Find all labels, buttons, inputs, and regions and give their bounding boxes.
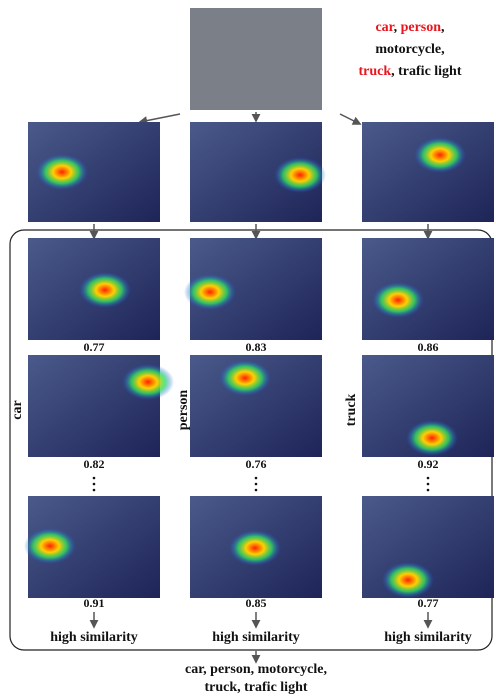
category-label: person [176,390,191,431]
label-line: motorcycle, [375,42,444,57]
ellipsis-dot [254,476,258,480]
ellipsis-dot [426,482,430,486]
ellipsis-dot [254,488,258,492]
output-label: car, person, motorcycle, [185,662,327,677]
label-text: , trafic light [391,64,462,79]
arrow [339,113,362,125]
heatmap [406,420,458,456]
heatmap [122,364,174,400]
heatmap [414,137,466,173]
ellipsis-dot [426,476,430,480]
score: 0.77 [84,340,105,354]
score: 0.92 [418,457,439,471]
score: 0.91 [84,596,105,610]
score: 0.82 [84,457,105,471]
heatmap [36,154,88,190]
result-label: high similarity [384,630,472,645]
result-label: high similarity [212,630,300,645]
ellipsis-dot [426,488,430,492]
heatmap [184,274,236,310]
category-label: truck [344,393,359,426]
score: 0.83 [246,340,267,354]
score: 0.86 [418,340,439,354]
query-label: car, person, motorcycle, truck, trafic lig… [358,20,461,79]
label-text: , [441,20,445,35]
heatmap [229,530,281,566]
heatmap [372,282,424,318]
arrow [138,113,181,126]
ellipsis-dot [92,476,96,480]
ellipsis-dot [254,482,258,486]
label-text: car [375,20,394,35]
label-line: truck, trafic light [358,64,461,79]
score: 0.76 [246,457,267,471]
image [362,122,494,222]
heatmap [79,272,131,308]
image [190,8,322,110]
label-text: , [394,20,401,35]
ellipsis-dot [92,488,96,492]
label-text: person [401,20,442,35]
heatmap [382,562,434,598]
label-line: car, person, [375,20,444,35]
ellipsis-dot [92,482,96,486]
result-label: high similarity [50,630,138,645]
score: 0.77 [418,596,439,610]
output-label: truck, trafic light [204,680,307,694]
score: 0.85 [246,596,267,610]
label-text: truck [358,64,391,79]
heatmap [24,528,76,564]
heatmap [219,360,271,396]
category-label: car [10,400,25,419]
heatmap [274,157,326,193]
label-text: motorcycle, [375,42,444,57]
